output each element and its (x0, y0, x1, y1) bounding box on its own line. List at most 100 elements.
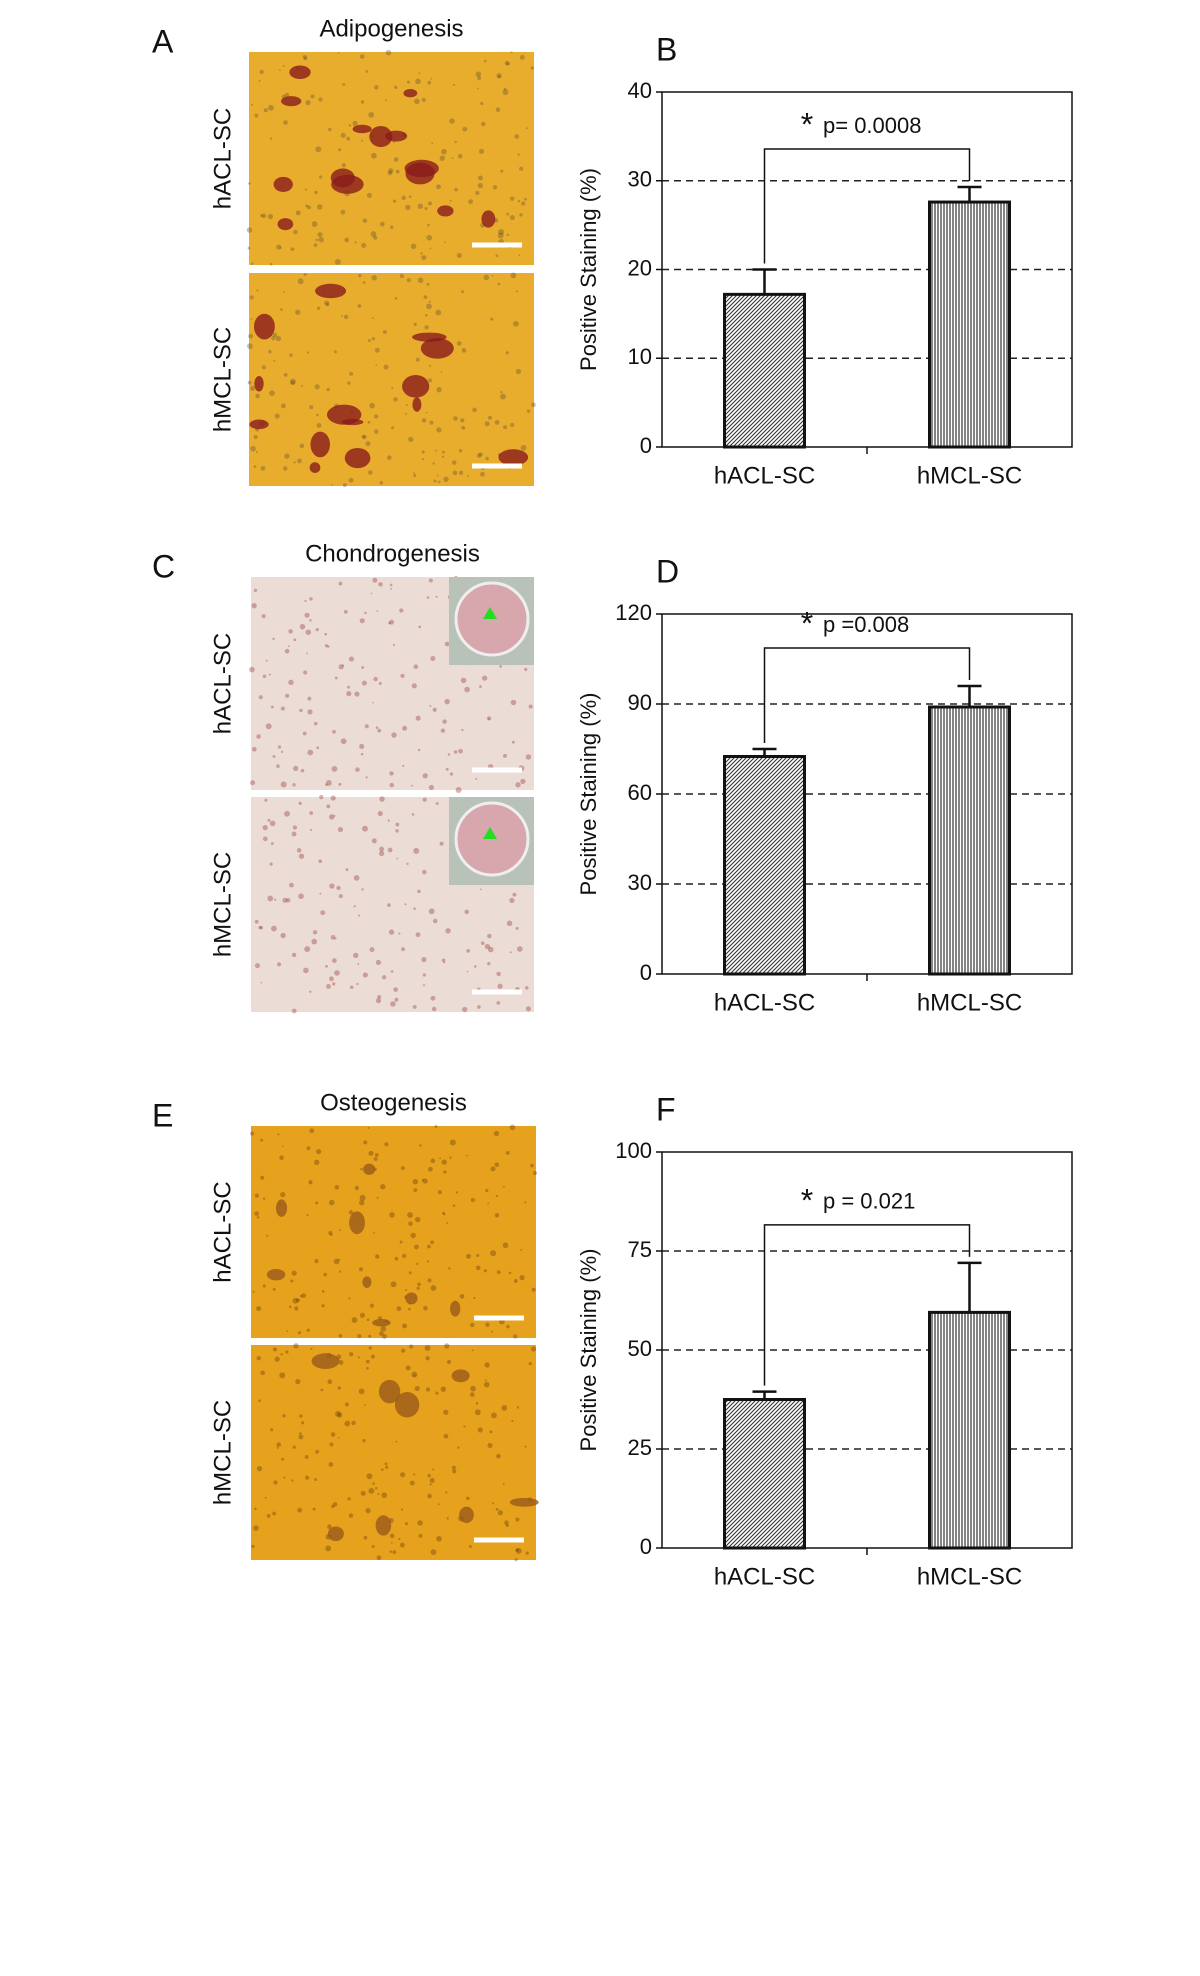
texture (357, 1334, 362, 1339)
texture (506, 920, 513, 927)
texture (365, 1507, 371, 1514)
texture (520, 1249, 523, 1251)
texture (439, 841, 444, 846)
texture (411, 683, 417, 689)
texture (405, 404, 408, 406)
texture (362, 434, 367, 440)
texture (517, 199, 521, 203)
texture (459, 1293, 465, 1299)
micrograph-bg (249, 52, 534, 265)
texture (524, 667, 528, 672)
texture (306, 1146, 311, 1151)
texture (329, 1233, 333, 1237)
bar (928, 705, 1011, 976)
texture (272, 1511, 277, 1516)
stain (281, 96, 302, 107)
texture (323, 1272, 327, 1277)
texture (321, 1304, 325, 1308)
texture (298, 853, 305, 859)
texture (283, 1476, 286, 1479)
texture (293, 765, 299, 771)
texture (313, 243, 318, 247)
texture (382, 329, 387, 334)
texture (316, 413, 319, 417)
micrograph (246, 272, 536, 488)
bar (723, 292, 806, 449)
y-tick-label: 50 (628, 1336, 652, 1361)
texture (275, 335, 282, 342)
texture (364, 1404, 366, 1406)
texture (387, 819, 390, 822)
texture (362, 218, 368, 223)
texture (292, 1445, 296, 1449)
texture (510, 272, 517, 279)
row-label: hMCL-SC (209, 852, 236, 957)
texture (331, 765, 338, 772)
texture (408, 436, 414, 442)
texture (505, 1523, 509, 1528)
texture (315, 146, 322, 153)
texture (417, 1520, 423, 1526)
texture (415, 78, 421, 85)
texture (276, 962, 282, 967)
texture (468, 1545, 472, 1549)
texture (442, 719, 447, 724)
texture (437, 1190, 442, 1195)
texture (399, 608, 404, 613)
y-tick-label: 75 (628, 1237, 652, 1262)
texture (495, 107, 501, 112)
texture (258, 79, 261, 82)
texture (484, 1362, 490, 1368)
micrograph (250, 1124, 538, 1339)
texture (367, 339, 371, 343)
texture (477, 1427, 483, 1433)
texture (280, 308, 283, 311)
texture (443, 1170, 447, 1174)
texture (340, 738, 347, 745)
texture (328, 127, 332, 132)
texture (342, 83, 346, 86)
texture (452, 470, 458, 476)
texture (445, 1491, 448, 1494)
texture (272, 1287, 276, 1291)
texture (343, 314, 349, 320)
texture (531, 402, 536, 408)
texture (430, 1240, 434, 1245)
texture (486, 716, 492, 721)
texture (470, 1385, 476, 1392)
texture (318, 237, 324, 243)
texture (494, 419, 500, 425)
texture (444, 1343, 450, 1349)
texture (461, 425, 466, 430)
texture (401, 1508, 404, 1511)
stain (450, 1300, 461, 1317)
texture (305, 204, 309, 208)
texture (360, 1490, 366, 1496)
texture (502, 89, 509, 96)
texture (301, 1293, 307, 1299)
texture (341, 163, 346, 168)
texture (415, 932, 421, 938)
micrograph (251, 1343, 539, 1562)
texture (325, 1545, 332, 1552)
texture (307, 709, 313, 715)
texture (415, 357, 420, 362)
texture (418, 72, 421, 75)
texture (264, 1496, 267, 1499)
texture (467, 475, 469, 478)
texture (493, 1130, 500, 1137)
texture (497, 75, 501, 79)
texture (309, 619, 312, 622)
texture (430, 655, 436, 662)
texture (463, 1425, 466, 1428)
texture (436, 427, 442, 433)
texture (398, 1538, 401, 1541)
texture (250, 780, 256, 786)
texture (249, 295, 254, 300)
texture (373, 235, 378, 240)
texture (271, 925, 277, 932)
texture (430, 1158, 436, 1164)
texture (252, 1290, 255, 1293)
texture (468, 199, 473, 205)
texture (462, 126, 468, 132)
